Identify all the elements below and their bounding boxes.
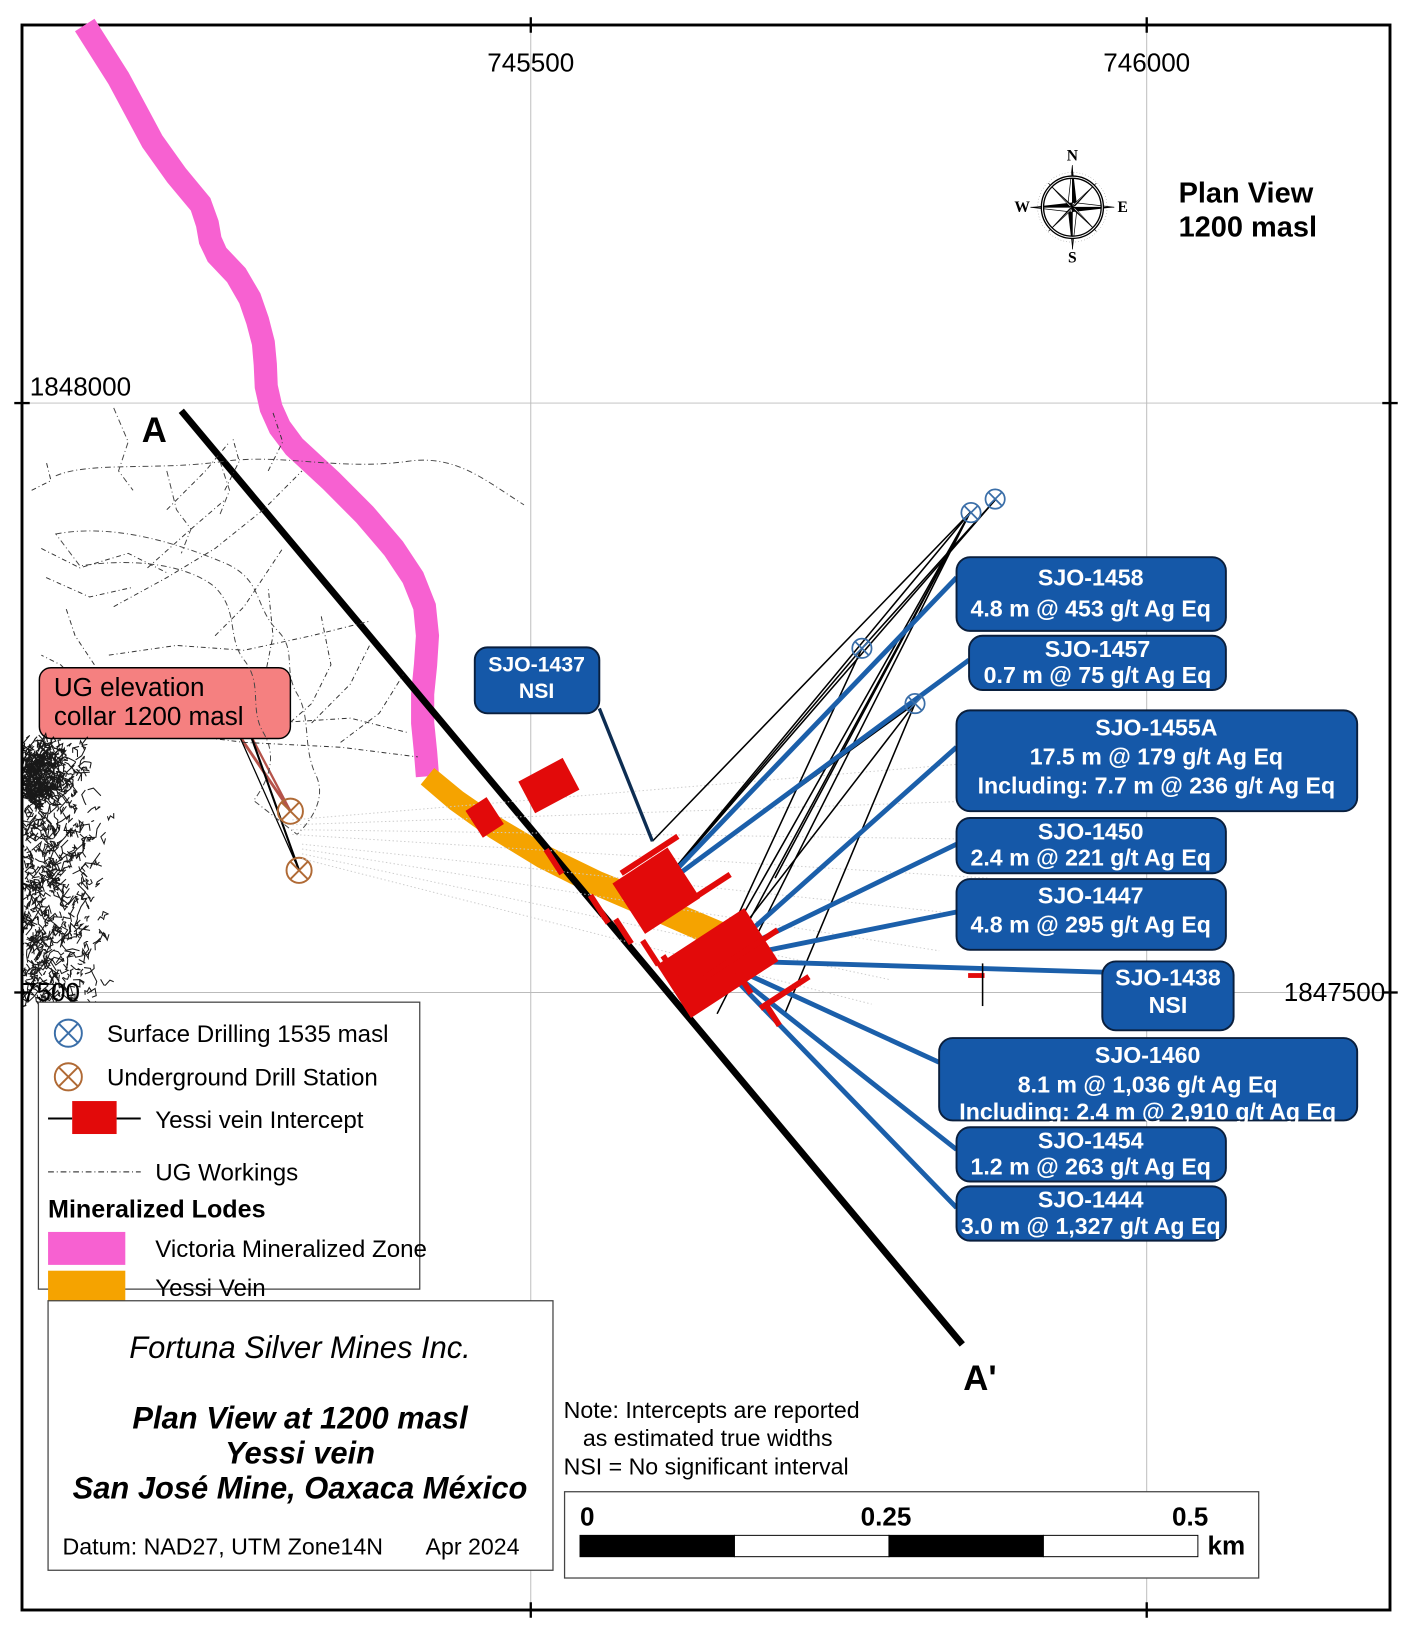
svg-text:Including: 7.7 m @ 236 g/t Ag: Including: 7.7 m @ 236 g/t Ag Eq [978, 773, 1336, 799]
svg-text:Apr 2024: Apr 2024 [426, 1534, 520, 1560]
svg-text:A': A' [963, 1359, 996, 1398]
svg-text:Mineralized Lodes: Mineralized Lodes [48, 1195, 265, 1223]
svg-text:17.5 m @ 179 g/t Ag Eq: 17.5 m @ 179 g/t Ag Eq [1030, 744, 1283, 770]
svg-text:Yessi vein Intercept: Yessi vein Intercept [155, 1107, 364, 1134]
svg-text:UG Workings: UG Workings [155, 1160, 298, 1187]
svg-text:SJO-1457: SJO-1457 [1045, 636, 1151, 662]
svg-text:Victoria Mineralized Zone: Victoria Mineralized Zone [155, 1236, 427, 1263]
svg-text:SJO-1458: SJO-1458 [1038, 564, 1144, 590]
svg-text:Fortuna Silver Mines Inc.: Fortuna Silver Mines Inc. [129, 1330, 470, 1365]
svg-text:1.2 m @ 263 g/t Ag Eq: 1.2 m @ 263 g/t Ag Eq [970, 1154, 1210, 1180]
svg-text:1200 masl: 1200 masl [1179, 211, 1317, 243]
svg-text:SJO-1455A: SJO-1455A [1095, 715, 1218, 741]
svg-text:0: 0 [580, 1502, 595, 1532]
svg-text:km: km [1208, 1531, 1246, 1561]
svg-text:Note: Intercepts are reported: Note: Intercepts are reported [564, 1397, 860, 1423]
svg-text:Plan View: Plan View [1179, 177, 1314, 209]
svg-text:SJO-1454: SJO-1454 [1038, 1128, 1144, 1154]
svg-text:0.25: 0.25 [861, 1502, 912, 1532]
svg-text:1847500: 1847500 [1284, 977, 1385, 1007]
svg-text:0.7 m @ 75 g/t Ag Eq: 0.7 m @ 75 g/t Ag Eq [984, 662, 1212, 688]
svg-text:4.8 m @ 453 g/t Ag Eq: 4.8 m @ 453 g/t Ag Eq [970, 595, 1210, 621]
svg-text:1848000: 1848000 [30, 371, 131, 401]
svg-text:W: W [1014, 199, 1030, 216]
svg-text:746000: 746000 [1103, 47, 1190, 77]
svg-text:Datum: NAD27, UTM Zone14N: Datum: NAD27, UTM Zone14N [63, 1534, 383, 1560]
svg-text:8.1 m @ 1,036 g/t Ag Eq: 8.1 m @ 1,036 g/t Ag Eq [1018, 1071, 1278, 1097]
svg-text:as estimated true widths: as estimated true widths [583, 1425, 833, 1451]
svg-text:SJO-1460: SJO-1460 [1095, 1042, 1201, 1068]
svg-text:N: N [1067, 147, 1079, 164]
svg-text:SJO-1444: SJO-1444 [1038, 1187, 1144, 1213]
svg-text:San José Mine, Oaxaca México: San José Mine, Oaxaca México [73, 1470, 528, 1505]
svg-text:E: E [1117, 199, 1127, 216]
svg-text:3.0 m @ 1,327 g/t Ag Eq: 3.0 m @ 1,327 g/t Ag Eq [961, 1213, 1221, 1239]
svg-text:NSI: NSI [1149, 992, 1188, 1018]
svg-text:745500: 745500 [487, 47, 574, 77]
svg-text:SJO-1447: SJO-1447 [1038, 882, 1144, 908]
svg-text:S: S [1068, 250, 1077, 267]
svg-text:SJO-1450: SJO-1450 [1038, 818, 1144, 844]
svg-text:Including: 2.4 m @ 2,910 g/t A: Including: 2.4 m @ 2,910 g/t Ag Eq [959, 1098, 1336, 1124]
svg-text:Yessi Vein: Yessi Vein [155, 1275, 265, 1302]
svg-text:SJO-1438: SJO-1438 [1115, 965, 1221, 991]
svg-text:0.5: 0.5 [1172, 1502, 1208, 1532]
svg-text:Plan View at 1200 masl: Plan View at 1200 masl [132, 1401, 469, 1436]
svg-text:Underground Drill Station: Underground Drill Station [107, 1065, 378, 1092]
svg-text:Yessi vein: Yessi vein [225, 1436, 375, 1471]
svg-text:collar 1200 masl: collar 1200 masl [54, 701, 244, 731]
svg-text:UG elevation: UG elevation [54, 672, 205, 702]
svg-text:2.4 m @ 221 g/t Ag Eq: 2.4 m @ 221 g/t Ag Eq [970, 844, 1210, 870]
svg-text:SJO-1437: SJO-1437 [488, 653, 585, 677]
svg-text:Surface Drilling 1535 masl: Surface Drilling 1535 masl [107, 1021, 389, 1048]
svg-text:NSI = No significant interval: NSI = No significant interval [564, 1453, 849, 1479]
svg-text:A: A [142, 411, 167, 450]
svg-text:4.8 m @ 295 g/t Ag Eq: 4.8 m @ 295 g/t Ag Eq [970, 911, 1210, 937]
svg-text:NSI: NSI [519, 679, 554, 703]
